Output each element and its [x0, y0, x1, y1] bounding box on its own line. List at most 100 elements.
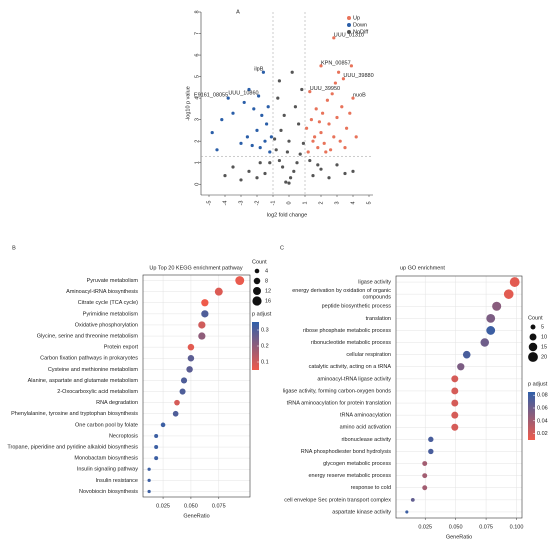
point: [337, 70, 341, 74]
dot: [422, 485, 428, 491]
dot: [462, 350, 471, 359]
size-legend-title: Count: [252, 259, 267, 265]
point: [247, 169, 251, 173]
colorbar-label: 0.06: [537, 405, 548, 411]
x-axis-label: log2 fold change: [267, 212, 307, 218]
x-tick-label: 2: [318, 201, 324, 204]
category-label: energy reserve metabolic process: [308, 473, 391, 479]
point: [338, 139, 342, 143]
point: [343, 146, 347, 150]
x-tick-label: -5: [206, 201, 212, 206]
x-tick-label: -4: [222, 201, 228, 206]
dot: [154, 456, 159, 461]
point: [343, 171, 347, 176]
point: [314, 107, 318, 111]
y-tick-label: 4: [194, 97, 200, 100]
category-label: Necroptosis: [109, 433, 138, 439]
point: [245, 135, 249, 139]
colorbar-label: 0.3: [261, 327, 269, 333]
point: [273, 137, 277, 141]
y-tick-label: 6: [194, 54, 200, 57]
legend-label: Up: [353, 15, 360, 21]
legend-label: Down: [353, 22, 367, 28]
point: [297, 122, 301, 126]
point: [324, 150, 328, 154]
point: [255, 176, 259, 180]
category-label: tRNA aminoacylation for protein translat…: [287, 401, 391, 407]
size-legend-dot: [253, 277, 261, 285]
category-label: Citrate cycle (TCA cycle): [78, 300, 138, 306]
point: [250, 143, 254, 148]
size-legend-dot: [528, 342, 538, 352]
point: [308, 158, 312, 163]
y-axis-label: -log10 p value: [185, 86, 191, 121]
point: [308, 90, 312, 94]
dot: [198, 332, 206, 340]
size-legend-label: 16: [265, 298, 271, 304]
chart-title: up GO enrichment: [400, 265, 445, 271]
point: [269, 135, 273, 139]
point: [319, 167, 323, 171]
dot: [405, 510, 409, 514]
dot: [186, 366, 193, 373]
dot: [509, 277, 520, 287]
annotation: ilpB: [254, 67, 264, 73]
size-legend-title: Count: [528, 315, 543, 321]
point: [341, 77, 345, 81]
x-tick-label: 3: [334, 201, 340, 204]
chart-title: Up Top 20 KEGG enrichment pathway: [149, 265, 242, 271]
dot: [147, 467, 151, 471]
dot: [410, 497, 415, 502]
point: [311, 174, 315, 178]
point: [263, 139, 267, 143]
dot: [486, 326, 496, 335]
category-label: RNA phosphodiester bond hydrolysis: [301, 449, 391, 455]
x-tick-label: 0.075: [479, 524, 493, 530]
point: [354, 135, 358, 139]
colorbar: [528, 392, 535, 440]
size-legend-dot: [254, 268, 260, 274]
size-legend-label: 10: [541, 334, 547, 340]
point: [220, 118, 224, 122]
point: [285, 150, 289, 154]
colorbar-label: 0.04: [537, 418, 548, 424]
category-label: 2-Oxocarboxylic acid metabolism: [57, 389, 138, 395]
category-label: response to cold: [351, 485, 391, 491]
dot: [180, 377, 188, 384]
point: [258, 161, 262, 165]
dot: [480, 338, 490, 347]
annotation: E9161_08055: [194, 93, 228, 99]
y-tick-label: 7: [194, 32, 200, 35]
size-legend-dot: [528, 352, 538, 362]
plot-background: [396, 276, 522, 518]
category-label: Glycine, serine and threonine metabolism: [37, 334, 139, 340]
x-tick-label: 0.075: [212, 503, 226, 509]
x-tick-label: 1: [302, 201, 308, 204]
panel-letter: B: [12, 245, 16, 251]
point: [327, 176, 331, 180]
point: [290, 70, 294, 74]
x-tick-label: 0: [286, 201, 292, 204]
category-label: ligase activity: [358, 280, 391, 286]
dot: [198, 321, 206, 329]
point: [330, 92, 334, 96]
colorbar-label: 0.08: [537, 393, 548, 399]
point: [319, 130, 323, 135]
category-label: Tropane, piperidine and pyridine alkaloi…: [7, 445, 138, 451]
dot: [451, 423, 459, 431]
point: [351, 169, 355, 173]
dot: [201, 299, 209, 307]
point: [287, 181, 291, 185]
category-label: Insulin signaling pathway: [77, 467, 138, 473]
point: [298, 152, 302, 156]
size-legend-label: 4: [265, 268, 268, 274]
category-label: RNA degradation: [96, 400, 138, 406]
x-tick-label: -3: [238, 201, 244, 206]
point: [281, 165, 285, 169]
category-label: amino acid activation: [340, 425, 391, 431]
point: [309, 118, 313, 122]
point: [261, 70, 265, 74]
dot: [486, 313, 496, 323]
annotation: UUU_39950: [310, 86, 340, 92]
dot: [179, 388, 186, 395]
